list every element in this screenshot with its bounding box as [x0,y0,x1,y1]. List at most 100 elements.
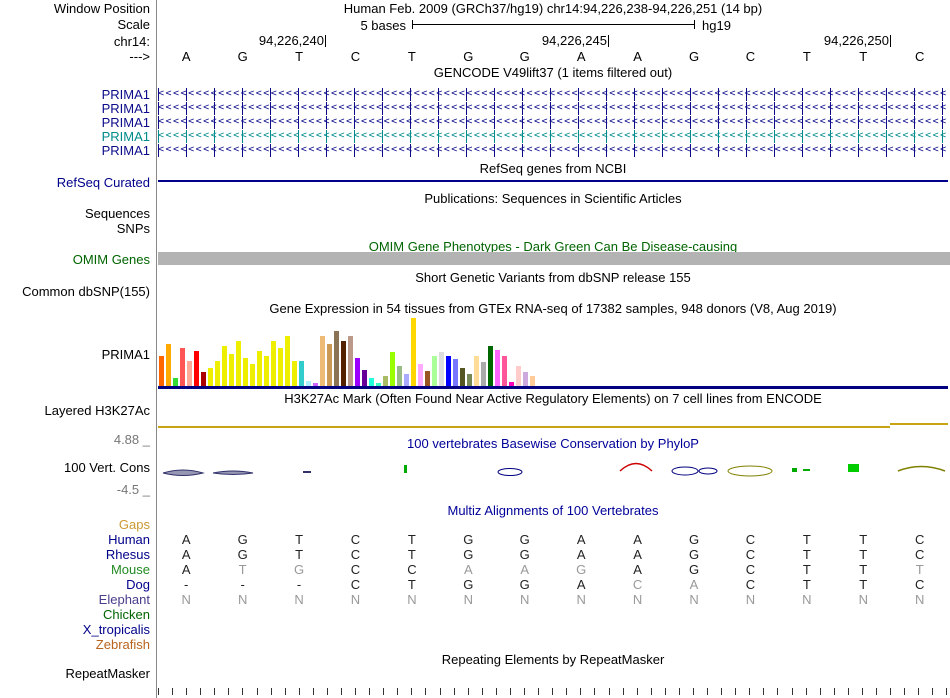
gencode-track-title[interactable]: GENCODE V49lift37 (1 items filtered out) [433,65,673,80]
repeatmasker-track-title[interactable]: Repeating Elements by RepeatMasker [441,652,665,667]
gtex-bar[interactable] [341,341,346,386]
multiz-species-label[interactable]: Elephant [98,592,150,607]
gtex-bar[interactable] [502,356,507,386]
gtex-bar[interactable] [481,362,486,386]
gtex-bar[interactable] [180,348,185,386]
gtex-bar[interactable] [194,351,199,386]
omim-gene-bar[interactable] [158,252,950,265]
multiz-species-label[interactable]: Dog [126,577,150,592]
gtex-bar[interactable] [530,376,535,386]
gtex-bar[interactable] [467,374,472,386]
gencode-transcript-label[interactable]: PRIMA1 [101,101,150,116]
omim-genes-label[interactable]: OMIM Genes [72,252,150,267]
omim-track-title[interactable]: OMIM Gene Phenotypes - Dark Green Can Be… [368,239,738,254]
gencode-transcript[interactable]: <<<<<<<<<<<<<<<<<<<<<<<<<<<<<<<<<<<<<<<<… [158,130,948,143]
gtex-bar[interactable] [299,361,304,386]
gencode-transcript[interactable]: <<<<<<<<<<<<<<<<<<<<<<<<<<<<<<<<<<<<<<<<… [158,88,948,101]
h3k27ac-signal-line[interactable] [158,426,890,428]
gtex-bar[interactable] [516,366,521,386]
gtex-bar[interactable] [271,341,276,386]
gtex-bar[interactable] [264,356,269,386]
gtex-bar[interactable] [327,344,332,386]
gtex-bar[interactable] [369,378,374,386]
gtex-bar[interactable] [320,336,325,386]
gtex-bar[interactable] [390,352,395,386]
strand-arrow-label[interactable]: ---> [129,49,150,64]
gencode-transcript[interactable]: <<<<<<<<<<<<<<<<<<<<<<<<<<<<<<<<<<<<<<<<… [158,102,948,115]
gencode-transcript-label[interactable]: PRIMA1 [101,143,150,158]
gtex-bar[interactable] [187,361,192,386]
layered-h3k27ac-label[interactable]: Layered H3K27Ac [44,403,150,418]
gtex-bar[interactable] [383,376,388,386]
gtex-bar[interactable] [306,381,311,386]
dbsnp-track-title[interactable]: Short Genetic Variants from dbSNP releas… [415,270,691,285]
gtex-bar[interactable] [474,356,479,386]
gtex-expression-chart[interactable] [159,316,539,386]
gtex-bar[interactable] [166,344,171,386]
multiz-species-label[interactable]: X_tropicalis [82,622,150,637]
phylop-track-title[interactable]: 100 vertebrates Basewise Conservation by… [407,436,699,451]
gtex-bar[interactable] [222,346,227,386]
gtex-bar[interactable] [446,356,451,386]
gtex-bar[interactable] [173,378,178,386]
gtex-bar[interactable] [397,366,402,386]
gtex-bar[interactable] [376,383,381,386]
gtex-bar[interactable] [362,370,367,386]
gencode-transcript-label[interactable]: PRIMA1 [101,115,150,130]
sequences-label[interactable]: Sequences [84,206,150,221]
gtex-bar[interactable] [460,368,465,386]
gtex-bar[interactable] [243,358,248,386]
gtex-gene-label[interactable]: PRIMA1 [101,347,150,362]
gtex-bar[interactable] [334,331,339,386]
publications-track-title[interactable]: Publications: Sequences in Scientific Ar… [424,191,682,206]
gtex-bar[interactable] [523,372,528,386]
gtex-bar[interactable] [285,336,290,386]
gtex-bar[interactable] [418,364,423,386]
h3k27ac-track-title[interactable]: H3K27Ac Mark (Often Found Near Active Re… [284,391,822,406]
gtex-bar[interactable] [236,341,241,386]
gtex-bar[interactable] [495,350,500,386]
multiz-species-label[interactable]: Gaps [118,517,150,532]
gencode-transcript[interactable]: <<<<<<<<<<<<<<<<<<<<<<<<<<<<<<<<<<<<<<<<… [158,144,948,157]
gtex-bar[interactable] [348,336,353,386]
conservation-track-label[interactable]: 100 Vert. Cons [64,460,150,475]
gtex-bar[interactable] [425,371,430,386]
refseq-gene-bar[interactable] [158,180,948,182]
snps-label[interactable]: SNPs [116,221,150,236]
gtex-bar[interactable] [432,356,437,386]
gtex-bar[interactable] [215,361,220,386]
gtex-bar[interactable] [208,368,213,386]
gtex-bar[interactable] [488,346,493,386]
gtex-track-title[interactable]: Gene Expression in 54 tissues from GTEx … [269,301,837,316]
gtex-bar[interactable] [411,318,416,386]
common-dbsnp-label[interactable]: Common dbSNP(155) [22,284,150,299]
refseq-curated-label[interactable]: RefSeq Curated [56,175,150,190]
multiz-species-label[interactable]: Rhesus [105,547,150,562]
multiz-species-label[interactable]: Zebrafish [95,637,150,652]
gtex-bar[interactable] [250,364,255,386]
gencode-transcript-label[interactable]: PRIMA1 [101,87,150,102]
gtex-bar[interactable] [201,372,206,386]
gtex-bar[interactable] [509,382,514,386]
gtex-bar[interactable] [278,348,283,386]
multiz-species-label[interactable]: Chicken [103,607,150,622]
gtex-bar[interactable] [404,374,409,386]
gtex-bar[interactable] [257,351,262,386]
multiz-species-label[interactable]: Mouse [110,562,150,577]
conservation-plot[interactable] [158,450,948,492]
gtex-bar[interactable] [229,354,234,386]
gtex-bar[interactable] [159,356,164,386]
gtex-bar[interactable] [355,358,360,386]
multiz-track-title[interactable]: Multiz Alignments of 100 Vertebrates [447,503,659,518]
gtex-bar[interactable] [292,361,297,386]
repeatmasker-label[interactable]: RepeatMasker [65,666,150,681]
gencode-transcript[interactable]: <<<<<<<<<<<<<<<<<<<<<<<<<<<<<<<<<<<<<<<<… [158,116,948,129]
h3k27ac-signal-line-right[interactable] [890,423,948,425]
gtex-bar[interactable] [453,359,458,386]
